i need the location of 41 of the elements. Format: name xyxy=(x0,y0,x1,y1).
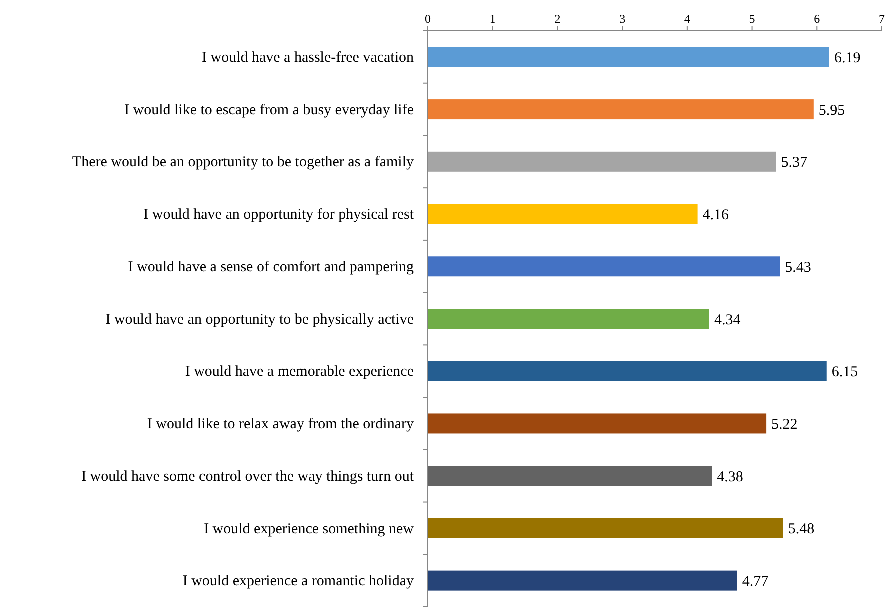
y-tick-label: I would like to relax away from the ordinary xyxy=(147,416,414,433)
bar xyxy=(428,361,827,382)
x-tick-label: 4 xyxy=(684,12,690,26)
y-tick-label: There would be an opportunity to be together as a family xyxy=(72,154,414,171)
x-tick-label: 0 xyxy=(425,12,431,26)
y-tick-label: I would have a hassle-free vacation xyxy=(202,50,414,66)
y-tick-label: I would have an opportunity for physical rest xyxy=(144,207,415,224)
bar xyxy=(428,152,776,172)
y-tick-label: I would experience something new xyxy=(204,521,414,538)
data-label: 4.38 xyxy=(717,469,744,486)
y-tick-label: I would like to escape from a busy everyday life xyxy=(124,102,414,118)
data-label: 4.34 xyxy=(714,312,742,328)
data-label: 5.95 xyxy=(818,102,846,119)
bar xyxy=(428,309,710,329)
y-tick-label: I would have an opportunity to be physically active xyxy=(106,312,414,328)
data-label: 4.16 xyxy=(702,208,730,224)
bar xyxy=(428,256,780,277)
bar xyxy=(428,204,698,224)
bar xyxy=(428,466,712,486)
x-tick-label: 7 xyxy=(879,12,885,26)
y-tick-label: I would have some control over the way things turn out xyxy=(82,468,415,485)
bar xyxy=(428,570,738,591)
x-tick-label: 5 xyxy=(749,12,756,26)
data-label: 5.48 xyxy=(788,522,815,538)
x-tick-label: 6 xyxy=(814,12,820,26)
y-tick-label: I would experience a romantic holiday xyxy=(182,574,414,590)
bar xyxy=(428,414,767,434)
bar xyxy=(428,518,784,538)
data-label: 4.77 xyxy=(742,574,770,590)
y-tick-label: I would have a memorable experience xyxy=(185,364,414,380)
data-label: 6.15 xyxy=(832,364,858,381)
bar xyxy=(428,47,830,68)
bar xyxy=(428,100,814,120)
x-tick-label: 3 xyxy=(620,12,626,26)
data-label: 6.19 xyxy=(834,50,861,66)
data-label: 5.37 xyxy=(781,155,808,172)
data-label: 5.22 xyxy=(772,416,798,433)
data-label: 5.43 xyxy=(785,260,812,276)
x-tick-label: 1 xyxy=(490,12,496,26)
y-tick-label: I would have a sense of comfort and pampering xyxy=(128,259,414,276)
x-tick-label: 2 xyxy=(554,12,561,26)
